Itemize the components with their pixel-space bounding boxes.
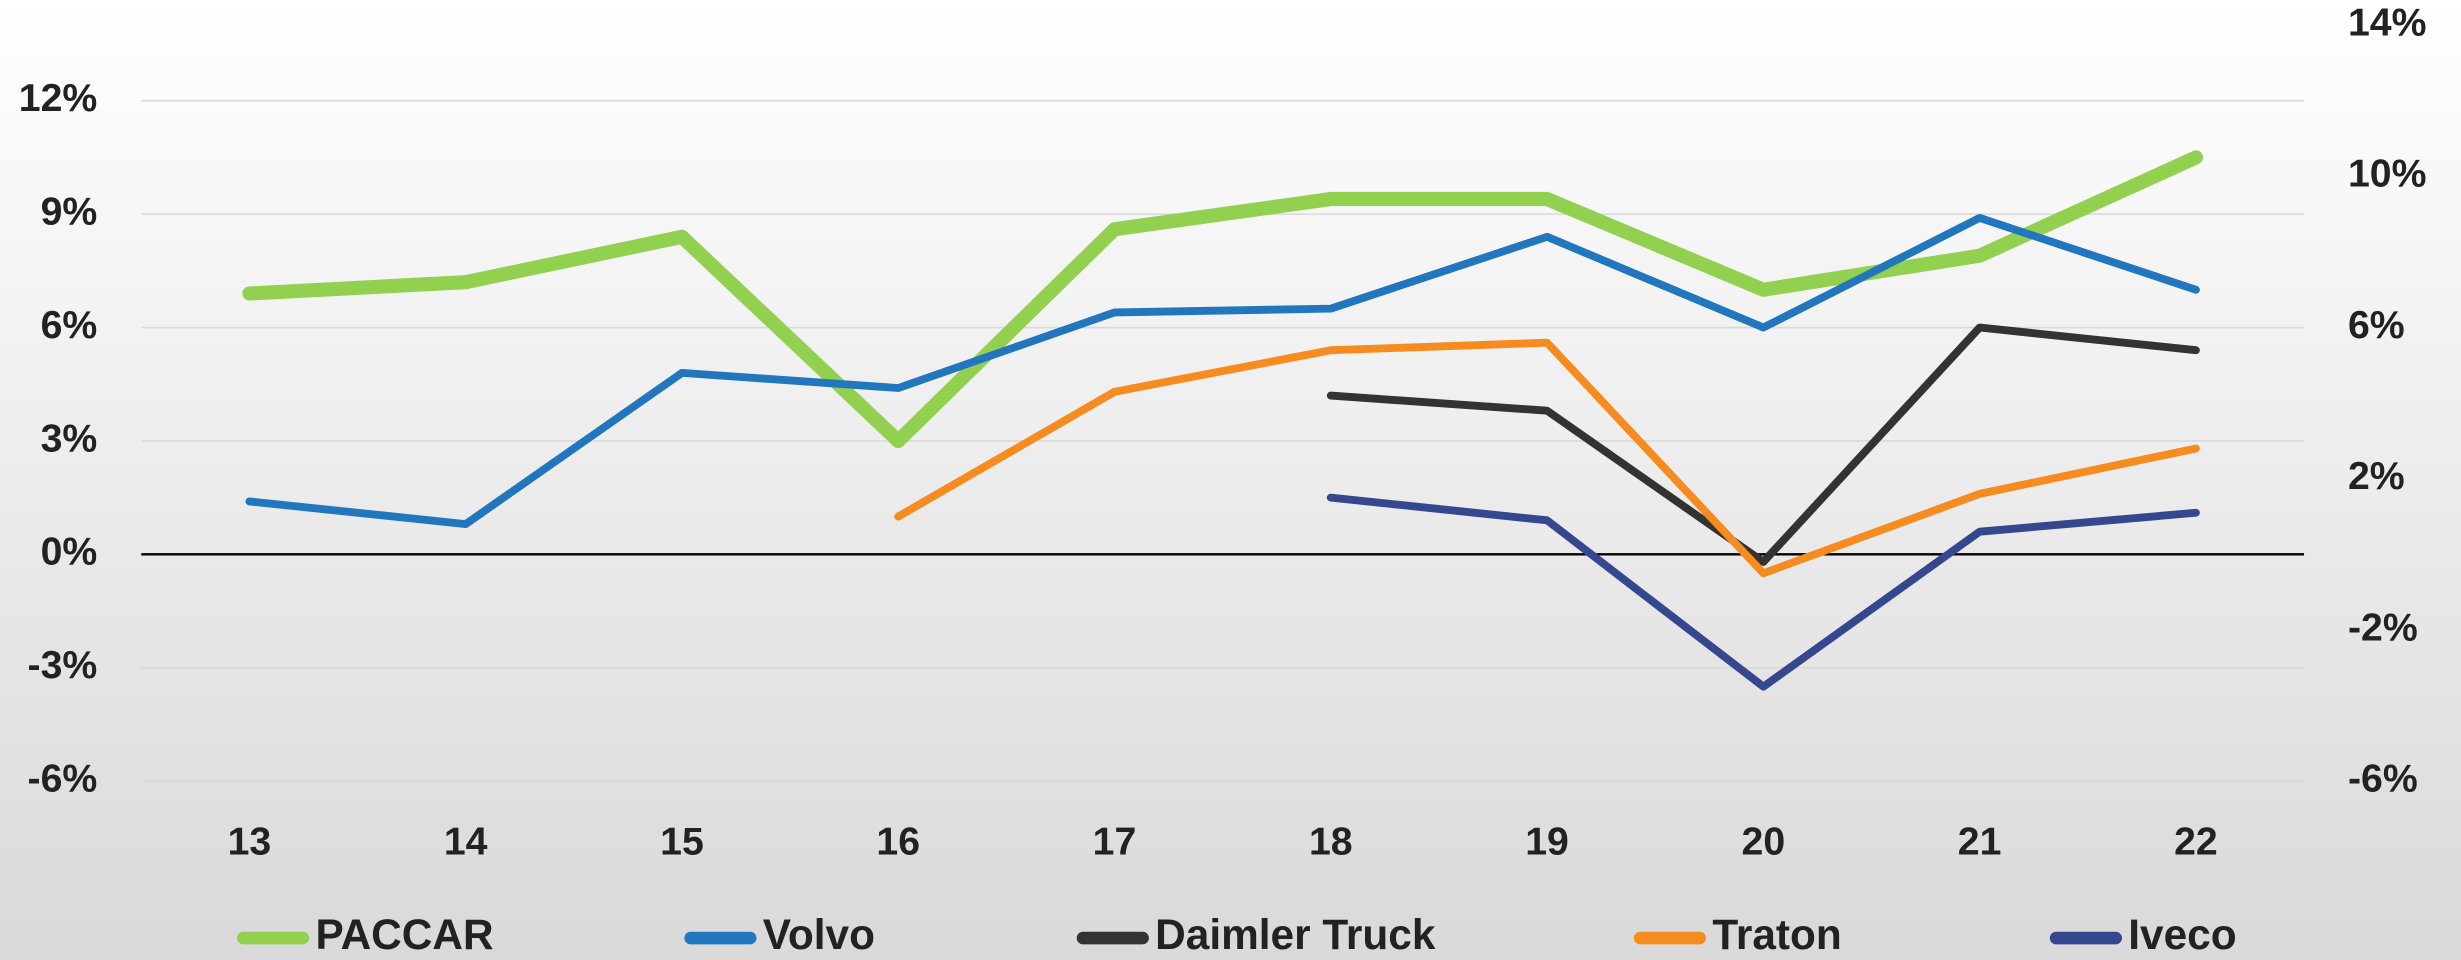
y2-tick-label: 2% [2348,454,2405,498]
y-tick-label: 3% [41,416,98,460]
x-tick-label: 16 [876,819,920,863]
legend-label: Traton [1712,911,1841,958]
x-tick-label: 17 [1093,819,1137,863]
x-tick-label: 18 [1309,819,1353,863]
y-tick-label: -6% [28,757,98,801]
legend-label: Volvo [763,911,875,958]
x-tick-label: 13 [228,819,272,863]
y2-tick-label: -6% [2348,757,2418,801]
y2-tick-label: -2% [2348,605,2418,649]
legend-label: Daimler Truck [1155,911,1436,958]
x-tick-label: 14 [444,819,488,863]
legend-label: PACCAR [315,911,493,958]
y-tick-label: 6% [41,303,98,347]
series-line [245,213,2200,529]
y-tick-label: 0% [41,530,98,574]
x-tick-label: 15 [660,819,704,863]
y2-tick-label: 14% [2348,0,2427,44]
y2-tick-label: 10% [2348,152,2427,196]
x-tick-label: 20 [1742,819,1786,863]
y-tick-label: -3% [28,643,98,687]
y-tick-label: 9% [41,189,98,233]
legend-label: Iveco [2128,911,2236,958]
x-tick-label: 21 [1958,819,2002,863]
x-tick-label: 22 [2174,819,2218,863]
y2-tick-label: 6% [2348,303,2405,347]
series-line [1326,493,2200,691]
series-line [894,338,2200,578]
x-tick-label: 19 [1525,819,1569,863]
series-line [1326,323,2200,566]
y-tick-label: 12% [19,76,98,120]
